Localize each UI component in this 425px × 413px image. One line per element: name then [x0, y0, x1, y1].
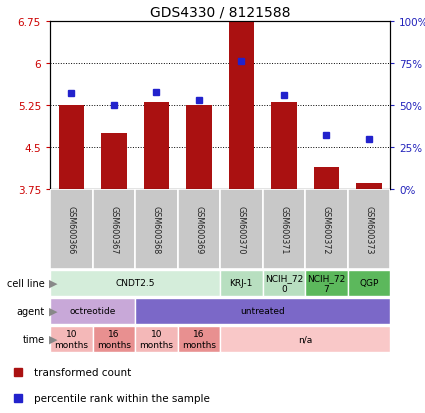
Bar — [348, 271, 390, 296]
Text: GSM600370: GSM600370 — [237, 205, 246, 254]
Text: agent: agent — [17, 306, 45, 316]
Bar — [135, 299, 390, 324]
Text: untreated: untreated — [240, 307, 285, 316]
Text: GSM600371: GSM600371 — [279, 205, 288, 254]
Text: 10
months: 10 months — [54, 330, 88, 349]
Bar — [220, 271, 263, 296]
Bar — [220, 190, 263, 269]
Text: GSM600369: GSM600369 — [194, 205, 203, 254]
Text: 16
months: 16 months — [97, 330, 131, 349]
Bar — [305, 271, 348, 296]
Bar — [178, 327, 220, 352]
Bar — [50, 327, 93, 352]
Bar — [314, 167, 339, 190]
Text: 10
months: 10 months — [139, 330, 173, 349]
Bar — [101, 134, 127, 190]
Bar — [50, 190, 93, 269]
Text: ▶: ▶ — [49, 334, 58, 344]
Text: 16
months: 16 months — [182, 330, 216, 349]
Text: transformed count: transformed count — [34, 367, 132, 377]
Text: QGP: QGP — [359, 279, 378, 288]
Bar — [271, 103, 297, 190]
Bar — [135, 190, 178, 269]
Bar — [263, 271, 305, 296]
Text: ▶: ▶ — [49, 306, 58, 316]
Text: n/a: n/a — [298, 335, 312, 344]
Bar — [229, 22, 254, 190]
Bar — [220, 327, 390, 352]
Text: KRJ-1: KRJ-1 — [230, 279, 253, 288]
Bar — [348, 190, 390, 269]
Text: cell line: cell line — [7, 278, 45, 288]
Text: GSM600366: GSM600366 — [67, 205, 76, 254]
Text: NCIH_72
7: NCIH_72 7 — [307, 274, 346, 293]
Bar — [50, 271, 220, 296]
Bar — [186, 106, 212, 190]
Text: octreotide: octreotide — [69, 307, 116, 316]
Text: GSM600367: GSM600367 — [109, 205, 118, 254]
Bar — [263, 190, 305, 269]
Text: time: time — [23, 334, 45, 344]
Bar — [144, 103, 169, 190]
Bar — [93, 327, 135, 352]
Bar — [135, 327, 178, 352]
Bar — [59, 106, 84, 190]
Bar — [305, 190, 348, 269]
Text: ▶: ▶ — [49, 278, 58, 288]
Text: percentile rank within the sample: percentile rank within the sample — [34, 393, 210, 403]
Text: GSM600368: GSM600368 — [152, 205, 161, 254]
Title: GDS4330 / 8121588: GDS4330 / 8121588 — [150, 5, 290, 19]
Text: NCIH_72
0: NCIH_72 0 — [265, 274, 303, 293]
Bar — [93, 190, 135, 269]
Bar — [356, 184, 382, 190]
Text: CNDT2.5: CNDT2.5 — [115, 279, 155, 288]
Bar — [178, 190, 220, 269]
Text: GSM600372: GSM600372 — [322, 205, 331, 254]
Bar — [50, 299, 135, 324]
Text: GSM600373: GSM600373 — [364, 205, 373, 254]
